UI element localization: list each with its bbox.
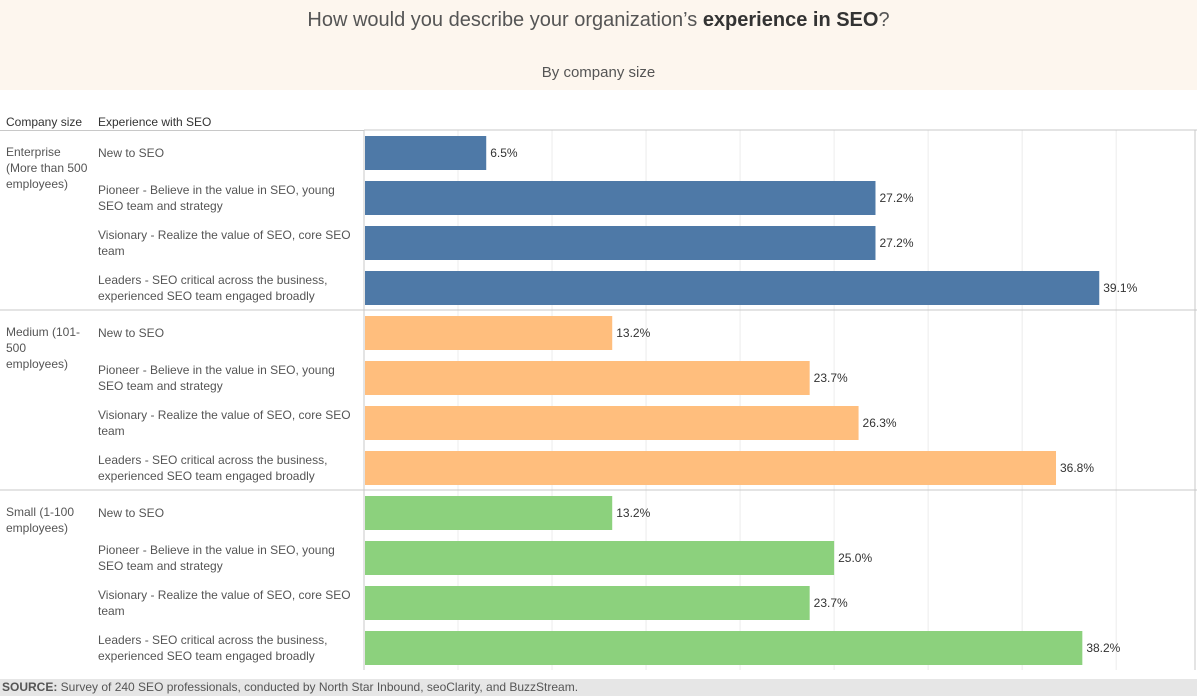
category-label: Pioneer - Believe in the value in SEO, y… xyxy=(98,543,335,573)
bar xyxy=(365,271,1100,305)
bar xyxy=(365,361,810,395)
group-label: Medium (101-500 employees) xyxy=(6,325,81,371)
data-label: 13.2% xyxy=(616,326,650,340)
source-note: SOURCE: Survey of 240 SEO professionals,… xyxy=(2,680,578,694)
category-label: Visionary - Realize the value of SEO, co… xyxy=(98,408,351,438)
category-label: New to SEO xyxy=(98,326,165,340)
data-label: 13.2% xyxy=(616,506,650,520)
group-label: Small (1-100 employees) xyxy=(6,505,75,535)
bar xyxy=(365,226,876,260)
data-label: 36.8% xyxy=(1060,461,1094,475)
bar-chart: 6.5% 27.2% 27.2% 39.1% 13.2% 23.7% 26.3% 36.8% 1… xyxy=(0,129,1197,670)
data-label: 26.3% xyxy=(863,416,897,430)
chart-title: How would you describe your organization… xyxy=(307,9,890,31)
category-label: Pioneer - Believe in the value in SEO, y… xyxy=(98,183,335,213)
bar xyxy=(365,631,1083,665)
category-label: Leaders - SEO critical across the busine… xyxy=(98,453,328,483)
category-label: Pioneer - Believe in the value in SEO, y… xyxy=(98,363,335,393)
category-label: New to SEO xyxy=(98,146,165,160)
bar xyxy=(365,496,613,530)
chart-header: How would you describe your organization… xyxy=(0,0,1197,90)
bar xyxy=(365,541,835,575)
category-label: Visionary - Realize the value of SEO, co… xyxy=(98,588,351,618)
footer-bar xyxy=(0,679,1197,696)
data-label: 23.7% xyxy=(814,371,848,385)
bar xyxy=(365,136,487,170)
data-label: 39.1% xyxy=(1103,281,1137,295)
data-label: 23.7% xyxy=(814,596,848,610)
experience-header: Experience with SEO xyxy=(98,115,212,129)
chart-subtitle: By company size xyxy=(541,64,656,81)
data-label: 27.2% xyxy=(879,236,913,250)
bar xyxy=(365,586,810,620)
company-size-header: Company size xyxy=(6,115,83,129)
source-label: SOURCE: xyxy=(2,680,58,694)
bar xyxy=(365,451,1057,485)
category-label: Leaders - SEO critical across the busine… xyxy=(98,273,328,303)
data-label: 25.0% xyxy=(838,551,872,565)
data-label: 27.2% xyxy=(879,191,913,205)
data-label: 38.2% xyxy=(1086,641,1120,655)
category-label: New to SEO xyxy=(98,506,165,520)
bar xyxy=(365,316,613,350)
category-label: Leaders - SEO critical across the busine… xyxy=(98,633,328,663)
bar xyxy=(365,181,876,215)
data-label: 6.5% xyxy=(490,146,518,160)
source-text: Survey of 240 SEO professionals, conduct… xyxy=(57,680,579,694)
group-label: Enterprise (More than 500 employees) xyxy=(6,145,88,191)
category-label: Visionary - Realize the value of SEO, co… xyxy=(98,228,351,258)
bar xyxy=(365,406,859,440)
header-divider xyxy=(0,130,364,131)
